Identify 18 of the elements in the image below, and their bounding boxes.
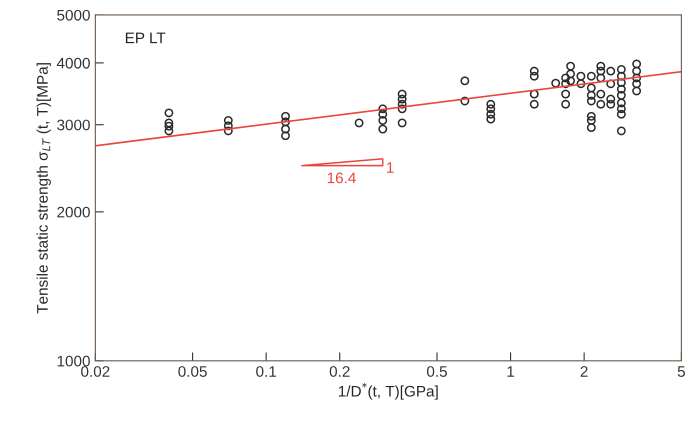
x-tick-label: 0.2 <box>330 366 350 377</box>
x-tick-label: 1 <box>507 366 514 377</box>
y-tick-label: 5000 <box>57 10 90 21</box>
y-axis-title: Tensile static strength σ$_{LT}$ (t, T)[MPa] <box>36 63 51 314</box>
y-tick-label: 3000 <box>57 120 90 130</box>
x-tick-label: 0.5 <box>426 366 447 377</box>
x-tick-label: 0.1 <box>256 366 276 377</box>
annotation: 1 <box>387 162 394 173</box>
y-tick-label: 1000 <box>58 356 90 366</box>
x-axis-title: 1/D$^{*}$(t, T)[GPa] <box>338 382 438 400</box>
y-tick-label: 4000 <box>56 58 90 69</box>
x-tick-label: 0.02 <box>81 366 110 377</box>
annotation: 16.4 <box>328 172 356 184</box>
annotation: EP LT <box>126 32 166 44</box>
x-tick-label: 0.05 <box>178 366 207 377</box>
y-tick-label: 2000 <box>57 206 90 218</box>
x-tick-label: 2 <box>580 366 588 377</box>
x-tick-label: 5 <box>678 366 685 377</box>
